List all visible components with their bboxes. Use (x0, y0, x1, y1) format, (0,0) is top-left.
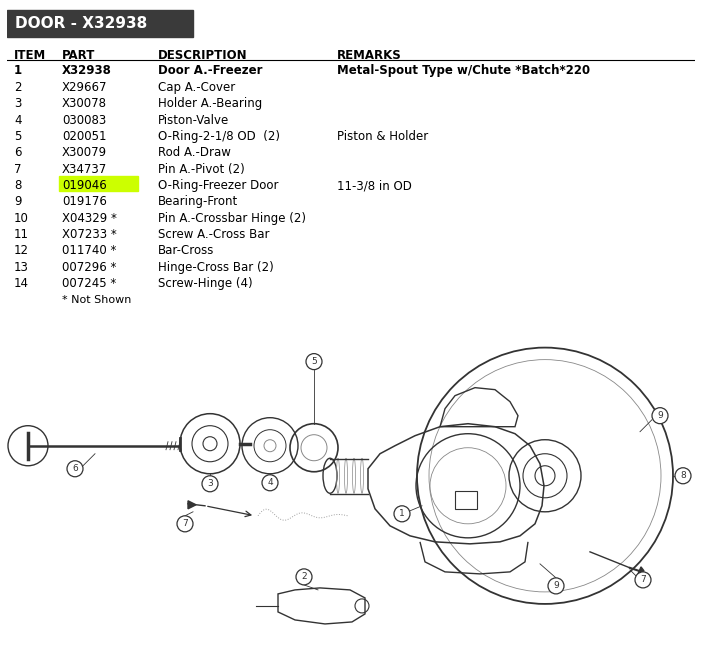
Text: PART: PART (62, 49, 95, 62)
Circle shape (262, 475, 278, 491)
Text: O-Ring-2-1/8 OD  (2): O-Ring-2-1/8 OD (2) (159, 130, 280, 143)
Text: 1: 1 (399, 509, 405, 519)
Text: Pin A.-Pivot (2): Pin A.-Pivot (2) (159, 163, 245, 176)
FancyBboxPatch shape (59, 176, 138, 191)
Text: X29667: X29667 (62, 81, 107, 94)
Circle shape (675, 467, 691, 484)
Text: X07233 *: X07233 * (62, 228, 117, 241)
Text: 9: 9 (553, 582, 559, 590)
Text: Screw-Hinge (4): Screw-Hinge (4) (159, 277, 253, 290)
Circle shape (635, 572, 651, 588)
Text: 8: 8 (14, 179, 21, 192)
Text: 9: 9 (657, 411, 663, 420)
Text: 5: 5 (14, 130, 21, 143)
Text: 12: 12 (14, 244, 29, 258)
Text: Rod A.-Draw: Rod A.-Draw (159, 146, 231, 159)
Text: X30079: X30079 (62, 146, 107, 159)
Text: Hinge-Cross Bar (2): Hinge-Cross Bar (2) (159, 261, 274, 274)
Text: REMARKS: REMARKS (337, 49, 402, 62)
Text: 4: 4 (14, 114, 21, 127)
Text: 4: 4 (267, 478, 273, 487)
Polygon shape (638, 567, 644, 574)
Text: X30078: X30078 (62, 97, 107, 110)
Text: DOOR - X32938: DOOR - X32938 (15, 16, 147, 31)
Text: Door A.-Freezer: Door A.-Freezer (159, 64, 263, 78)
Text: 007245 *: 007245 * (62, 277, 117, 290)
Text: 3: 3 (207, 479, 213, 488)
Circle shape (202, 476, 218, 492)
Text: 6: 6 (72, 464, 78, 473)
Text: 2: 2 (14, 81, 21, 94)
Circle shape (548, 578, 564, 594)
Text: 7: 7 (182, 519, 188, 529)
Text: 2: 2 (301, 572, 307, 582)
Text: 030083: 030083 (62, 114, 106, 127)
Text: 7: 7 (640, 576, 646, 584)
Text: 1: 1 (14, 64, 22, 78)
Text: 11-3/8 in OD: 11-3/8 in OD (337, 179, 412, 192)
Text: 020051: 020051 (62, 130, 107, 143)
Text: 011740 *: 011740 * (62, 244, 117, 258)
Text: 11: 11 (14, 228, 29, 241)
FancyBboxPatch shape (7, 9, 193, 37)
Circle shape (296, 569, 312, 585)
Text: Metal-Spout Type w/Chute *Batch*220: Metal-Spout Type w/Chute *Batch*220 (337, 64, 590, 78)
Text: Bar-Cross: Bar-Cross (159, 244, 215, 258)
Text: Holder A.-Bearing: Holder A.-Bearing (159, 97, 263, 110)
Text: Cap A.-Cover: Cap A.-Cover (159, 81, 236, 94)
Text: X32938: X32938 (62, 64, 112, 78)
Text: Screw A.-Cross Bar: Screw A.-Cross Bar (159, 228, 270, 241)
Text: 007296 *: 007296 * (62, 261, 117, 274)
Text: Piston-Valve: Piston-Valve (159, 114, 230, 127)
Text: Piston & Holder: Piston & Holder (337, 130, 428, 143)
Text: 10: 10 (14, 212, 29, 224)
Text: 3: 3 (14, 97, 21, 110)
Text: 5: 5 (311, 357, 317, 366)
Text: 14: 14 (14, 277, 29, 290)
Text: Pin A.-Crossbar Hinge (2): Pin A.-Crossbar Hinge (2) (159, 212, 306, 224)
Text: 13: 13 (14, 261, 29, 274)
Circle shape (394, 506, 410, 522)
Text: 019046: 019046 (62, 179, 107, 192)
Text: 6: 6 (14, 146, 21, 159)
Text: * Not Shown: * Not Shown (62, 295, 131, 305)
Text: X04329 *: X04329 * (62, 212, 117, 224)
Circle shape (306, 354, 322, 370)
Text: 9: 9 (14, 195, 21, 208)
Text: 7: 7 (14, 163, 21, 176)
Text: 8: 8 (680, 471, 686, 480)
Text: 019176: 019176 (62, 195, 107, 208)
Text: X34737: X34737 (62, 163, 107, 176)
Text: O-Ring-Freezer Door: O-Ring-Freezer Door (159, 179, 279, 192)
Circle shape (652, 408, 668, 424)
Circle shape (177, 516, 193, 532)
Polygon shape (188, 501, 196, 509)
Text: ITEM: ITEM (14, 49, 46, 62)
Circle shape (67, 461, 83, 477)
Text: Bearing-Front: Bearing-Front (159, 195, 239, 208)
Text: DESCRIPTION: DESCRIPTION (159, 49, 248, 62)
